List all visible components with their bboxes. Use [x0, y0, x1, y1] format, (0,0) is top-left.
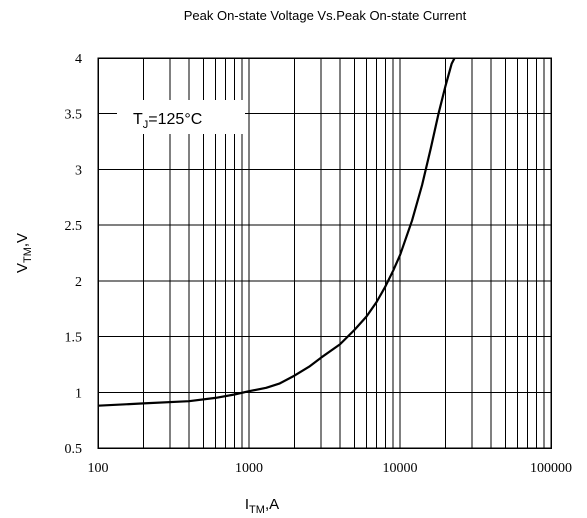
y-tick-label: 2	[75, 275, 82, 290]
x-tick-label: 100000	[530, 461, 572, 476]
annotation-background	[117, 100, 245, 134]
plot-frame	[97, 57, 552, 449]
y-tick-label: 1	[75, 386, 82, 401]
y-axis-label: VTM,V	[14, 233, 34, 273]
chart-title: Peak On-state Voltage Vs.Peak On-state C…	[184, 8, 467, 23]
x-tick-label: 1000	[235, 461, 263, 476]
y-tick-label: 1.5	[65, 331, 83, 346]
y-tick-label: 4	[75, 52, 82, 67]
x-tick-label: 10000	[383, 461, 418, 476]
y-tick-label: 0.5	[65, 442, 83, 457]
x-axis-label: ITM,A	[245, 496, 279, 516]
series-line	[97, 57, 456, 407]
x-tick-labels: 100 1000 10000 100000	[88, 461, 573, 476]
annotation-label: TJ=125°C	[133, 111, 202, 131]
annotation-group: TJ=125°C	[117, 100, 245, 134]
y-tick-label: 3	[75, 163, 82, 178]
x-tick-label: 100	[88, 461, 109, 476]
y-tick-label: 2.5	[65, 219, 83, 234]
y-tick-label: 3.5	[65, 108, 83, 123]
y-tick-labels: 0.5 1 1.5 2 2.5 3 3.5 4	[65, 52, 83, 457]
